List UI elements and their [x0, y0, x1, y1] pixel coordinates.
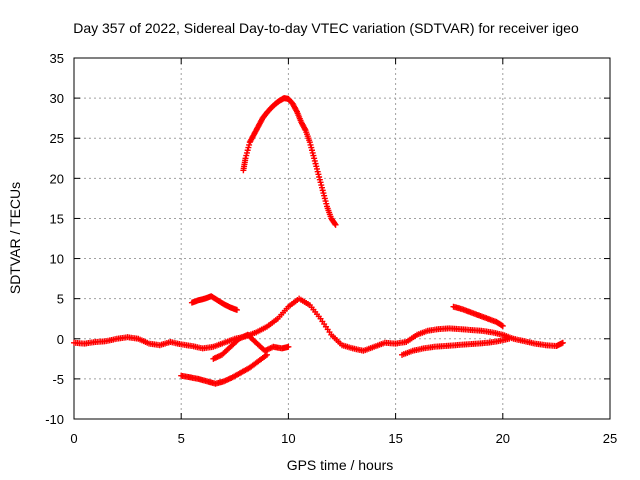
- data-points: [71, 95, 566, 387]
- data-point: [133, 335, 140, 342]
- data-point: [283, 305, 290, 312]
- plot-frame: [73, 57, 611, 420]
- data-point: [457, 305, 464, 312]
- data-point: [262, 352, 269, 359]
- data-point: [331, 220, 338, 227]
- data-point: [272, 317, 279, 324]
- y-tick-label: -10: [45, 412, 64, 427]
- y-tick-label: 5: [57, 292, 64, 307]
- data-point: [219, 340, 226, 347]
- data-point: [422, 328, 429, 335]
- y-tick-label: 0: [57, 332, 64, 347]
- data-point: [323, 200, 330, 207]
- data-point: [519, 337, 526, 344]
- data-point: [305, 301, 312, 308]
- data-point: [208, 344, 215, 351]
- x-tick-label: 0: [70, 431, 77, 446]
- data-point: [498, 331, 505, 338]
- data-point: [246, 141, 253, 148]
- y-tick-label: 20: [50, 171, 64, 186]
- data-point: [337, 340, 344, 347]
- data-point: [412, 332, 419, 339]
- data-point: [202, 377, 209, 384]
- data-point: [242, 157, 249, 164]
- x-tick-label: 10: [281, 431, 295, 446]
- series-main-band: [71, 295, 566, 354]
- series-lower-segment-morning: [178, 351, 270, 387]
- data-point: [498, 322, 505, 329]
- y-tick-label: -5: [52, 372, 64, 387]
- series-evening-lower: [399, 335, 513, 358]
- data-point: [558, 340, 565, 347]
- data-point: [318, 184, 325, 191]
- x-tick-label: 5: [178, 431, 185, 446]
- x-tick-label: 25: [603, 431, 617, 446]
- grid-lines: [74, 58, 610, 419]
- data-point: [144, 339, 151, 346]
- data-point: [369, 344, 376, 351]
- y-axis-label: SDTVAR / TECUs: [7, 182, 23, 294]
- y-tick-label: 15: [50, 211, 64, 226]
- data-point: [347, 344, 354, 351]
- data-point: [297, 117, 304, 124]
- y-tick-label: 35: [50, 51, 64, 66]
- y-tick-label: 10: [50, 252, 64, 267]
- data-point: [293, 107, 300, 114]
- y-tick-label: 30: [50, 91, 64, 106]
- data-point: [310, 152, 317, 159]
- series-evening-upper: [450, 303, 506, 329]
- data-point: [262, 324, 269, 331]
- data-point: [401, 339, 408, 346]
- data-point: [466, 308, 473, 315]
- chart-title: Day 357 of 2022, Sidereal Day-to-day VTE…: [73, 20, 579, 36]
- data-point: [314, 168, 321, 175]
- data-point: [474, 311, 481, 318]
- data-point: [219, 378, 226, 385]
- series-peak-arc: [240, 95, 339, 228]
- data-point: [284, 344, 291, 351]
- data-point: [306, 137, 313, 144]
- series-dip-segment: [210, 331, 292, 362]
- data-point: [407, 348, 414, 355]
- data-point: [327, 213, 334, 220]
- x-axis-label: GPS time / hours: [287, 457, 394, 473]
- data-point: [232, 306, 239, 313]
- data-point: [251, 330, 258, 337]
- data-point: [504, 336, 511, 343]
- series-upper-segment-morning: [188, 293, 240, 313]
- data-point: [483, 315, 490, 322]
- axis-ticks: 0 5 10 15 20 25 -10 -5 0 5 10 15 20 25 30 35: [45, 51, 617, 446]
- data-point: [326, 329, 333, 336]
- x-tick-label: 20: [496, 431, 510, 446]
- y-tick-label: 25: [50, 131, 64, 146]
- data-point: [331, 219, 338, 226]
- x-tick-label: 15: [388, 431, 402, 446]
- data-point: [315, 313, 322, 320]
- data-point: [301, 125, 308, 132]
